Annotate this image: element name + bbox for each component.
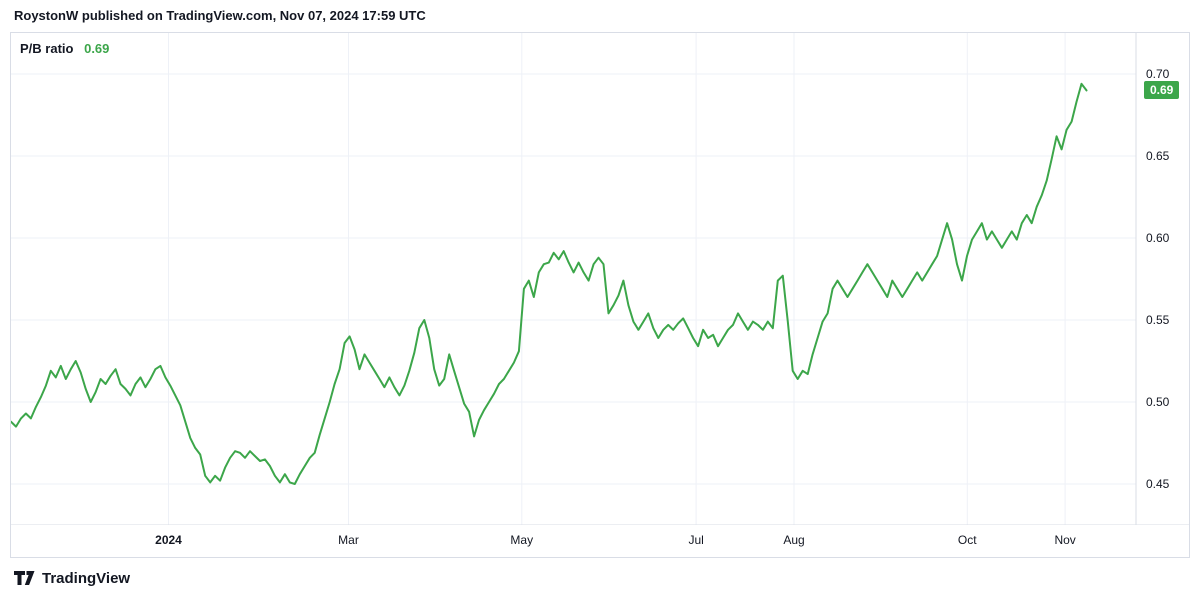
price-chart[interactable] <box>11 33 1189 525</box>
y-axis-label: 0.45 <box>1146 477 1170 491</box>
last-price-badge: 0.69 <box>1144 81 1180 100</box>
x-axis-label: Mar <box>338 533 359 547</box>
y-axis-label: 0.65 <box>1146 149 1170 163</box>
x-axis: 2024 Mar May Jul Aug Oct Nov <box>11 525 1136 556</box>
x-axis-label: Aug <box>783 533 805 547</box>
y-axis-label: 0.55 <box>1146 313 1170 327</box>
series-name-label: P/B ratio <box>20 41 74 56</box>
y-axis-label: 0.60 <box>1146 231 1170 245</box>
footer-brand-label[interactable]: TradingView <box>42 569 131 587</box>
footer: TradingView <box>14 569 130 587</box>
tradingview-logo-icon <box>14 569 35 587</box>
chart-panel: P/B ratio 0.69 0.45 0.50 0.55 0.60 0.65 0.70 … <box>10 32 1190 558</box>
series-value-label: 0.69 <box>84 41 110 56</box>
y-axis-label: 0.50 <box>1146 395 1170 409</box>
chart-legend: P/B ratio 0.69 <box>20 41 109 56</box>
x-axis-label: May <box>510 533 534 547</box>
x-axis-label: 2024 <box>155 533 182 547</box>
x-axis-label: Oct <box>957 533 977 547</box>
attribution-header: RoystonW published on TradingView.com, N… <box>14 8 426 23</box>
x-axis-label: Nov <box>1054 533 1076 547</box>
y-axis-label: 0.70 <box>1146 67 1170 81</box>
x-axis-label: Jul <box>688 533 704 547</box>
price-line <box>11 82 1088 485</box>
